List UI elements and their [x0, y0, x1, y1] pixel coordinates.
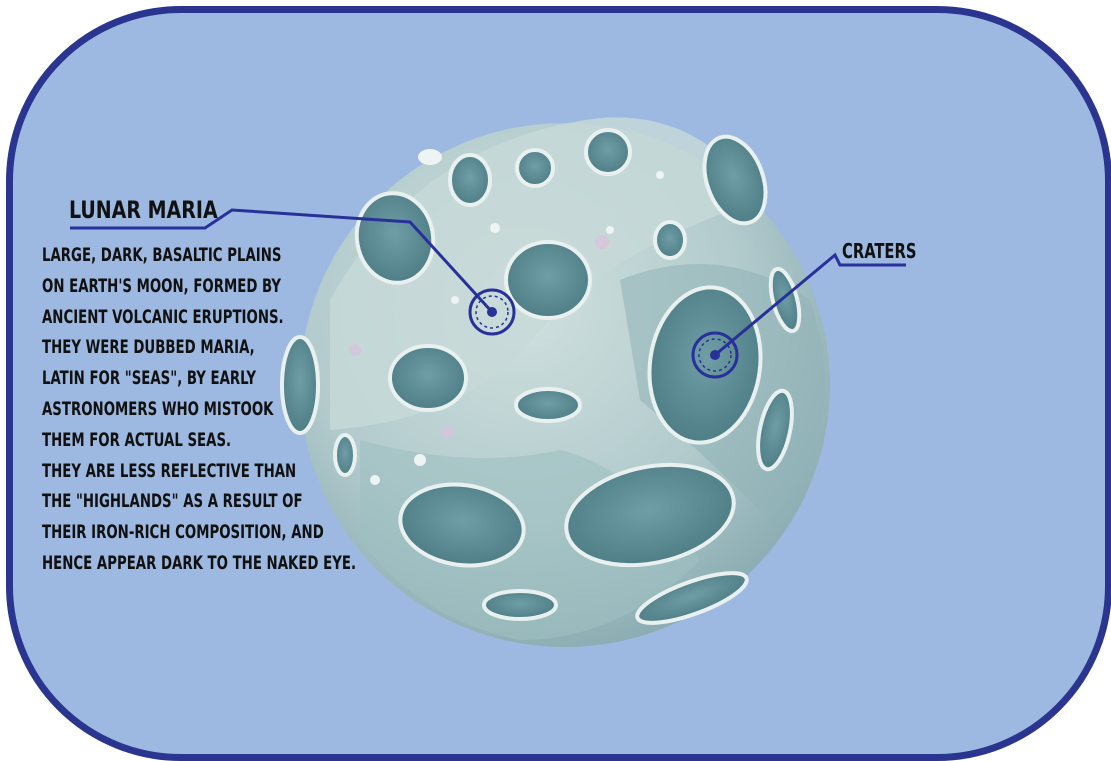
lunar-maria-description: LARGE, DARK, BASALTIC PLAINS ON EARTH'S … — [42, 241, 357, 580]
description-line: HENCE APPEAR DARK TO THE NAKED EYE. — [42, 552, 357, 574]
craters-title: CRATERS — [842, 239, 917, 263]
description-line: ASTRONOMERS WHO MISTOOK — [42, 398, 274, 420]
maria-marker-dot — [487, 307, 497, 317]
description-line: THEM FOR ACTUAL SEAS. — [42, 429, 232, 451]
maria-leader-line — [70, 208, 516, 336]
description-line: THEY ARE LESS REFLECTIVE THAN — [42, 460, 297, 482]
description-line: THEY WERE DUBBED MARIA, — [42, 337, 255, 359]
crater-group — [280, 128, 802, 625]
description-line: THEIR IRON-RICH COMPOSITION, AND — [42, 522, 324, 544]
lunar-maria-title: LUNAR MARIA — [69, 196, 218, 224]
description-line: LATIN FOR "SEAS", BY EARLY — [42, 368, 256, 390]
surface-spots — [370, 149, 664, 485]
description-line: ANCIENT VOLCANIC ERUPTIONS. — [42, 306, 284, 328]
craters-marker-dot — [710, 350, 720, 360]
surface-spots-pink — [349, 235, 609, 438]
description-line: LARGE, DARK, BASALTIC PLAINS — [42, 245, 282, 266]
craters-leader-line — [691, 252, 906, 379]
description-line: ON EARTH'S MOON, FORMED BY — [42, 275, 282, 297]
description-line: THE "HIGHLANDS" AS A RESULT OF — [42, 491, 303, 513]
